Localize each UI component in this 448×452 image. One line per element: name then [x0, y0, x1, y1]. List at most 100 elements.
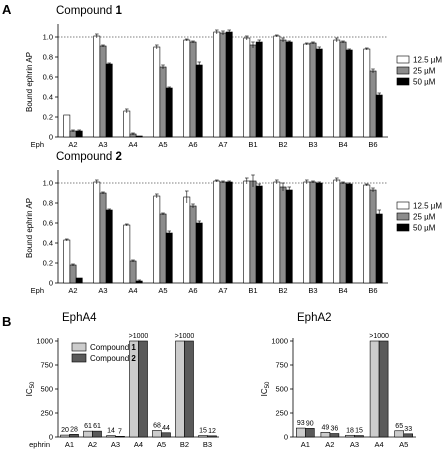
y-tick-label: 0.2	[43, 259, 53, 268]
bar	[93, 35, 101, 138]
bar	[175, 340, 185, 438]
data-label: >1000	[369, 333, 389, 340]
x-tick-label: B2	[278, 140, 287, 149]
bar	[138, 340, 148, 438]
x-tick-label: B4	[338, 286, 347, 295]
bar	[195, 64, 203, 138]
x-tick-label: A5	[399, 440, 408, 449]
y-tick-label: 0.4	[43, 239, 53, 248]
bar	[333, 39, 341, 138]
y-tick-label: 0.6	[43, 73, 53, 82]
bar	[273, 181, 281, 284]
y-tick-label: 0	[284, 433, 288, 442]
bar	[83, 430, 93, 438]
data-label: 36	[331, 426, 339, 433]
y-axis-label: Bound ephrin AP	[25, 52, 34, 112]
bar	[329, 433, 340, 438]
chart-epha2: EphA2 0 250 500 750 1000 IC50 A1 93 90 A2 49 36 A3 18 1…	[260, 312, 416, 449]
bar	[249, 180, 257, 284]
x-tick-label: A3	[98, 286, 107, 295]
bar	[63, 114, 71, 138]
bar	[363, 48, 371, 138]
legend-label: 12.5 µM	[413, 202, 442, 211]
bar	[333, 179, 341, 284]
chart-title: EphA2	[297, 312, 332, 324]
x-tick-label: A4	[128, 140, 137, 149]
data-label: 61	[93, 423, 101, 430]
bar	[369, 340, 380, 438]
bar	[394, 430, 405, 438]
bar	[60, 434, 70, 438]
data-label: 15	[355, 428, 363, 435]
bar	[183, 39, 191, 138]
bar	[106, 435, 116, 438]
legend-label: 12.5 µM	[413, 56, 442, 65]
bar	[320, 431, 331, 438]
chart-title: Compound 1	[56, 5, 122, 17]
x-tick-label: B3	[203, 440, 212, 449]
bar	[279, 186, 287, 284]
bar	[152, 430, 162, 438]
bar	[369, 189, 377, 284]
legend-label: Compound 2	[90, 354, 136, 363]
y-tick-label: 0.4	[43, 93, 53, 102]
y-tick-label: 500	[275, 385, 288, 394]
chart-title: EphA4	[62, 312, 97, 324]
y-tick-label: 1.0	[43, 179, 53, 188]
bar	[213, 180, 221, 284]
legend-label: 50 µM	[413, 224, 436, 233]
data-label: >1000	[129, 333, 149, 340]
x-tick-label: B2	[278, 286, 287, 295]
bar	[375, 94, 383, 138]
bar	[345, 49, 353, 138]
bar	[69, 264, 77, 284]
bar	[255, 41, 263, 138]
bar	[213, 31, 221, 138]
x-tick-label: B1	[248, 140, 257, 149]
x-tick-label: B1	[248, 286, 257, 295]
y-tick-label: 0.8	[43, 199, 53, 208]
x-tick-label: A6	[188, 140, 197, 149]
bar	[129, 260, 137, 284]
x-tick-label: A7	[218, 286, 227, 295]
bar	[92, 430, 102, 438]
y-axis-label: Bound ephrin AP	[25, 198, 34, 258]
y-tick-label: 1.0	[43, 33, 53, 42]
panel-label-a: A	[2, 2, 12, 17]
bar	[159, 66, 167, 138]
chart-title: Compound 2	[56, 151, 122, 163]
x-tick-label: A4	[375, 440, 384, 449]
bar	[198, 435, 208, 438]
x-tick-label: B2	[180, 440, 189, 449]
bar	[345, 434, 355, 438]
y-tick-label: 0	[49, 279, 53, 288]
legend-swatch	[396, 223, 410, 232]
y-tick-label: 250	[40, 409, 53, 418]
legend-label: 25 µM	[413, 67, 436, 76]
bar	[315, 48, 323, 138]
legend-label: Compound 1	[90, 343, 136, 352]
legend-swatch	[71, 353, 87, 363]
x-tick-label: A3	[111, 440, 120, 449]
x-tick-label: A4	[128, 286, 137, 295]
bar	[249, 44, 257, 138]
bar	[159, 213, 167, 284]
legend-swatch	[396, 201, 410, 210]
bar	[115, 436, 125, 438]
data-label: 61	[84, 423, 92, 430]
bar	[123, 224, 131, 284]
x-axis-label: Eph	[31, 140, 44, 149]
x-tick-label: A5	[158, 286, 167, 295]
bar	[189, 205, 197, 284]
legend-swatch	[396, 55, 410, 64]
data-label: 18	[346, 427, 354, 434]
bar	[93, 181, 101, 284]
legend-swatch	[396, 66, 410, 75]
bar	[219, 181, 227, 284]
bar	[123, 110, 131, 138]
bar	[285, 189, 293, 284]
x-tick-label: A2	[88, 440, 97, 449]
x-tick-label: A3	[350, 440, 359, 449]
y-axis-label: IC50	[25, 381, 36, 396]
bar	[285, 41, 293, 138]
